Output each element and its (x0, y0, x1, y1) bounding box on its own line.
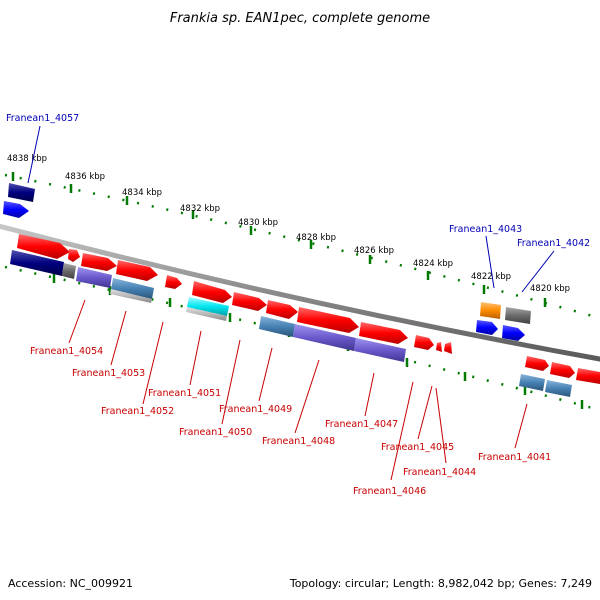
scale-label: 4828 kbp (296, 233, 336, 243)
gene-label-4045[interactable]: Franean1_4045 (381, 442, 454, 453)
gene-4041c-arrow[interactable] (576, 368, 600, 384)
upper-tick-row (4, 173, 600, 320)
gene-label-4048[interactable]: Franean1_4048 (262, 436, 335, 447)
gene-grey-4042[interactable] (505, 307, 531, 324)
gene-label-4047[interactable]: Franean1_4047 (325, 419, 398, 430)
accession-text: Accession: NC_009921 (8, 577, 133, 590)
genome-summary-text: Topology: circular; Length: 8,982,042 bp… (289, 577, 592, 590)
scale-label: 4836 kbp (65, 172, 105, 182)
gene-label-4044[interactable]: Franean1_4044 (403, 467, 476, 478)
feature-blocks (10, 250, 572, 397)
gene-small-arrow[interactable] (68, 249, 80, 262)
gene-4053-arrow[interactable] (81, 253, 117, 271)
scale-label: 4820 kbp (530, 284, 570, 294)
gene-label-4043[interactable]: Franean1_4043 (449, 224, 522, 235)
gene-4057[interactable] (3, 183, 35, 218)
gene-cyan-silver[interactable] (186, 307, 227, 321)
gene-4047-arrow[interactable] (359, 322, 408, 344)
gene-4052-arrow[interactable] (116, 260, 158, 281)
scale-label: 4832 kbp (180, 204, 220, 214)
gene-4054-arrow[interactable] (17, 234, 70, 259)
gene-4045-arrow[interactable] (436, 342, 442, 352)
gene-steel-4049[interactable] (259, 316, 295, 337)
gene-purple-4047[interactable] (354, 338, 406, 362)
gene-4050-arrow[interactable] (192, 281, 232, 303)
gene-blue-4042[interactable] (502, 325, 525, 341)
gene-4049-arrow[interactable] (232, 292, 267, 311)
scale-label: 4826 kbp (354, 246, 394, 256)
major-ticks-lower (52, 274, 584, 409)
scale-labels: 4838 kbp 4836 kbp 4834 kbp 4832 kbp 4830… (7, 154, 570, 294)
scale-label: 4834 kbp (122, 188, 162, 198)
gene-label-4046[interactable]: Franean1_4046 (353, 486, 426, 497)
gene-label-4057[interactable]: Franean1_4057 (6, 113, 79, 124)
major-ticks-upper (11, 172, 547, 307)
gene-cyan-block[interactable] (187, 297, 229, 316)
gene-purple-4048[interactable] (293, 324, 356, 351)
gene-4051-arrow[interactable] (165, 275, 182, 289)
gene-4041a-arrow[interactable] (525, 356, 549, 371)
genome-title: Frankia sp. EAN1pec, complete genome (170, 11, 430, 26)
gene-steel-4041a[interactable] (519, 374, 545, 391)
gene-label-4042[interactable]: Franean1_4042 (517, 238, 590, 249)
gene-steel-block[interactable] (111, 278, 154, 299)
gene-label-4049[interactable]: Franean1_4049 (219, 404, 292, 415)
gene-4041b-arrow[interactable] (550, 362, 575, 378)
scale-label: 4830 kbp (238, 218, 278, 228)
gene-label-4041[interactable]: Franean1_4041 (478, 452, 551, 463)
gene-blue-4043[interactable] (476, 320, 498, 335)
scale-label: 4822 kbp (471, 272, 511, 282)
gene-label-4054[interactable]: Franean1_4054 (30, 346, 103, 357)
callout-lines (27, 125, 555, 481)
genome-backbone (0, 223, 600, 362)
gene-navy-block[interactable] (10, 250, 64, 276)
gene-label-4050[interactable]: Franean1_4050 (179, 427, 252, 438)
gene-steel-4041b[interactable] (545, 380, 572, 397)
forward-genes (17, 234, 600, 384)
gene-4046-arrow[interactable] (414, 335, 434, 350)
scale-label: 4838 kbp (7, 154, 47, 164)
gene-4048-arrow[interactable] (266, 300, 298, 319)
gene-label-4052[interactable]: Franean1_4052 (101, 406, 174, 417)
gene-4044-arrow[interactable] (444, 342, 452, 354)
lower-tick-row (4, 265, 600, 412)
scale-label: 4824 kbp (413, 259, 453, 269)
gene-label-4053[interactable]: Franean1_4053 (72, 368, 145, 379)
gene-label-4051[interactable]: Franean1_4051 (148, 388, 221, 399)
gene-purple-block[interactable] (76, 267, 112, 288)
gene-orange-4043[interactable] (480, 302, 501, 319)
gene-silver-block[interactable] (110, 289, 152, 303)
gene-4048b-arrow[interactable] (297, 307, 359, 333)
gene-grey-block[interactable] (62, 263, 76, 279)
